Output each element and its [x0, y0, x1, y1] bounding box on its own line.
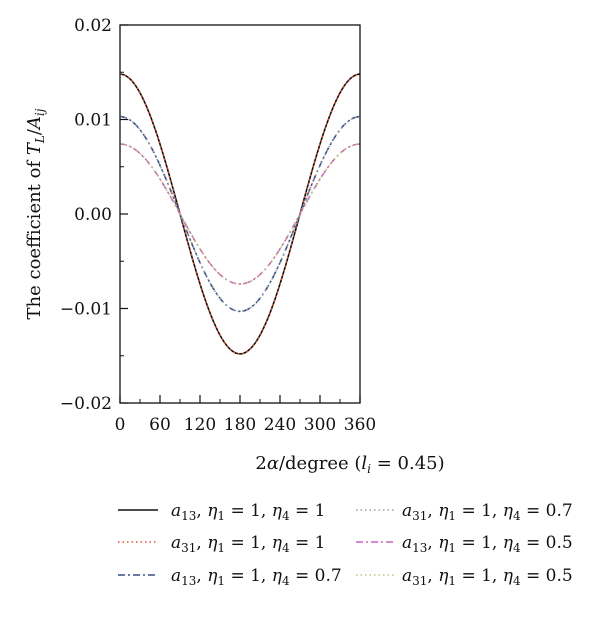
x-tick-label: 120	[184, 415, 216, 435]
series-line-1	[119, 73, 361, 355]
x-tick-label: 0	[115, 415, 126, 435]
y-tick-label: 0.01	[74, 111, 112, 131]
y-tick-label: −0.01	[60, 300, 112, 320]
x-tick-label: 360	[344, 415, 376, 435]
series-line-6	[119, 143, 361, 285]
x-tick-label: 60	[149, 415, 171, 435]
legend-label: a31, η1 = 1, η4 = 0.7	[402, 501, 573, 523]
series-line-5	[119, 143, 361, 285]
axis-ticks	[119, 24, 361, 404]
x-tick-label: 240	[264, 415, 296, 435]
legend-label: a31, η1 = 1, η4 = 0.5	[402, 566, 573, 588]
y-tick-label: 0.02	[74, 16, 112, 36]
legend-label: a31, η1 = 1, η4 = 1	[171, 533, 325, 555]
x-tick-labels: 0 60 120 180 240 300 360	[115, 415, 377, 435]
y-axis-title: The coefficient of TL/Aij	[24, 108, 47, 319]
y-tick-labels: 0.02 0.01 0.00 −0.01 −0.02	[60, 16, 112, 414]
legend-label: a13, η1 = 1, η4 = 0.5	[402, 533, 573, 555]
legend-label: a13, η1 = 1, η4 = 1	[171, 501, 325, 523]
plot-frame	[119, 24, 361, 404]
series-line-4	[119, 115, 361, 313]
plot-lines	[119, 73, 361, 355]
series-line-3	[119, 115, 361, 313]
y-tick-label: 0.00	[74, 205, 112, 225]
x-tick-label: 300	[304, 415, 336, 435]
y-tick-label: −0.02	[60, 394, 112, 414]
legend-label: a13, η1 = 1, η4 = 0.7	[171, 566, 342, 588]
legend: a13, η1 = 1, η4 = 1 a31, η1 = 1, η4 = 1 a1…	[118, 501, 573, 588]
x-tick-label: 180	[224, 415, 256, 435]
x-axis-title: 2α/degree (li = 0.45)	[255, 453, 444, 476]
